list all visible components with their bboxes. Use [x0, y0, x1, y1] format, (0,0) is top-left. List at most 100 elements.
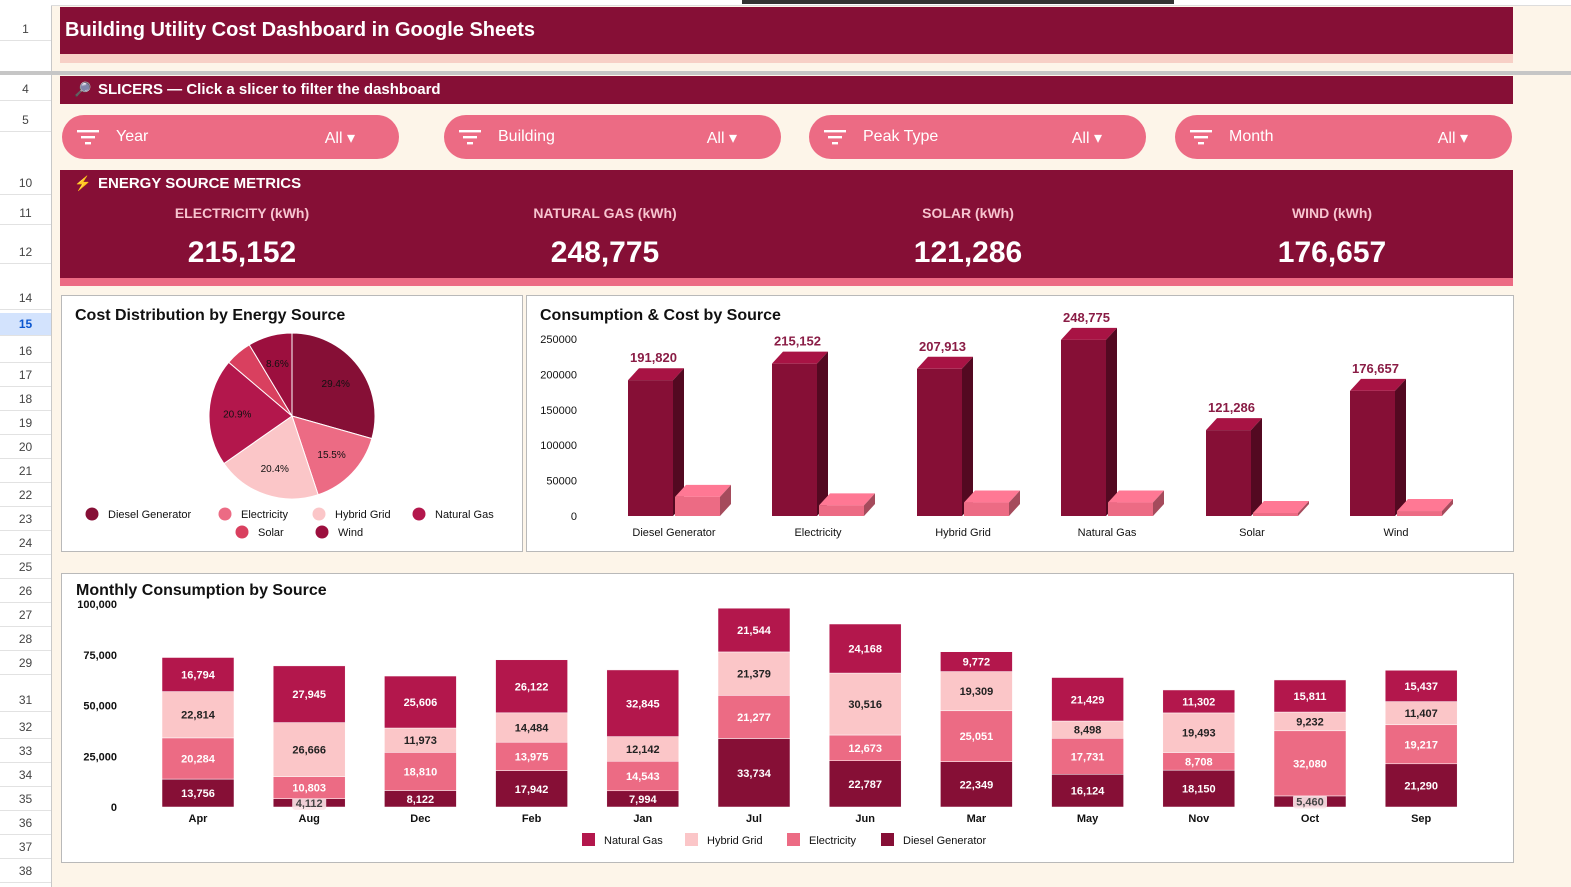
row-number[interactable]: 21 [18, 464, 33, 478]
bar[interactable] [1350, 390, 1395, 516]
row-number[interactable]: 11 [19, 206, 32, 220]
stacked-bar-segment[interactable] [1384, 670, 1458, 702]
row-number[interactable]: 12 [18, 245, 33, 259]
bar[interactable] [1397, 511, 1442, 516]
stacked-bar-segment[interactable] [161, 778, 235, 808]
segment-data-label: 12,673 [848, 743, 882, 755]
stacked-bar-segment[interactable] [606, 736, 680, 762]
stacked-bar-segment[interactable] [1273, 679, 1347, 713]
bar-data-label: 248,775 [1063, 310, 1110, 325]
bar[interactable] [964, 502, 1009, 516]
row-number[interactable]: 4 [22, 82, 29, 96]
bar[interactable] [1061, 339, 1106, 516]
row-number[interactable]: 23 [18, 512, 33, 526]
pie-slice[interactable] [248, 332, 293, 418]
row-number[interactable]: 14 [18, 291, 33, 305]
stacked-bar-segment[interactable] [1162, 712, 1236, 753]
stacked-bar-segment[interactable] [384, 675, 457, 729]
stacked-bar-segment[interactable] [272, 722, 346, 777]
bar[interactable] [917, 368, 962, 516]
row-number[interactable]: 16 [18, 344, 33, 358]
row-number[interactable]: 20 [18, 440, 33, 454]
stacked-bar-segment[interactable] [828, 623, 902, 674]
pie-slice[interactable] [223, 415, 319, 500]
stacked-bar-segment[interactable] [495, 741, 568, 771]
stacked-bar-segment[interactable] [495, 712, 568, 743]
pie-slice-label: 20.9% [223, 409, 251, 420]
stacked-bar-segment[interactable] [161, 657, 235, 692]
stacked-bar-segment[interactable] [495, 770, 568, 808]
stacked-bar-segment[interactable] [1384, 724, 1458, 765]
row-number[interactable]: 19 [18, 416, 33, 430]
stacked-bar-segment[interactable] [1051, 677, 1124, 722]
slicer-peak-type[interactable]: Peak Type All ▾ [809, 115, 1146, 159]
row-number[interactable]: 1 [22, 22, 29, 36]
row-number[interactable]: 15 [0, 313, 51, 335]
row-number[interactable]: 22 [18, 488, 33, 502]
row-number[interactable]: 38 [18, 864, 33, 878]
bar[interactable] [1108, 502, 1153, 516]
slicer-value[interactable]: All ▾ [324, 130, 355, 147]
bar[interactable] [819, 505, 864, 516]
bar[interactable] [675, 496, 720, 516]
stacked-bar-segment[interactable] [1273, 730, 1347, 797]
stacked-bar-segment[interactable] [495, 659, 568, 714]
row-number[interactable]: 33 [18, 744, 33, 758]
row-number[interactable]: 37 [18, 840, 33, 854]
stacked-bar-segment[interactable] [384, 727, 457, 753]
frozen-row-divider[interactable] [0, 71, 1571, 75]
stacked-bar-segment[interactable] [606, 760, 680, 792]
slicer-value[interactable]: All ▾ [706, 130, 737, 147]
pie-slice[interactable] [291, 332, 376, 440]
stacked-bar-segment[interactable] [717, 738, 791, 808]
bar[interactable] [1253, 513, 1298, 516]
row-number[interactable]: 32 [18, 720, 33, 734]
stacked-bar-segment[interactable] [272, 665, 346, 723]
stacked-bar-segment[interactable] [940, 671, 1013, 712]
pie-chart-panel[interactable]: Cost Distribution by Energy Source 29.4%… [61, 295, 523, 552]
stacked-bar-segment[interactable] [384, 752, 457, 791]
monthly-consumption-panel[interactable]: Monthly Consumption by Source 100,000 75,… [61, 573, 1514, 863]
slicer-building[interactable]: Building All ▾ [444, 115, 781, 159]
row-number[interactable]: 34 [18, 768, 33, 782]
slicer-value[interactable]: All ▾ [1437, 130, 1468, 147]
stacked-bar-segment[interactable] [161, 737, 235, 780]
bar[interactable] [772, 363, 817, 516]
row-number[interactable]: 5 [22, 113, 29, 127]
row-number[interactable]: 31 [18, 693, 33, 707]
stacked-bar-segment[interactable] [940, 761, 1013, 808]
row-number[interactable]: 25 [18, 560, 33, 574]
row-number[interactable]: 17 [18, 368, 33, 382]
stacked-bar-segment[interactable] [1051, 774, 1124, 808]
bar[interactable] [628, 380, 673, 516]
slicer-value[interactable]: All ▾ [1071, 130, 1102, 147]
stacked-bar-segment[interactable] [1162, 689, 1236, 714]
row-number[interactable]: 24 [18, 536, 33, 550]
stacked-bar-segment[interactable] [828, 760, 902, 808]
stacked-bar-segment[interactable] [1051, 738, 1124, 775]
stacked-bar-segment[interactable] [717, 607, 791, 653]
row-number[interactable]: 26 [18, 584, 33, 598]
row-number[interactable]: 29 [18, 656, 33, 670]
stacked-bar-segment[interactable] [940, 651, 1013, 672]
row-number[interactable]: 10 [18, 176, 33, 190]
stacked-bar-segment[interactable] [1384, 763, 1458, 808]
stacked-bar-segment[interactable] [940, 710, 1013, 762]
stacked-bar-segment[interactable] [161, 691, 235, 739]
stacked-bar-segment[interactable] [828, 672, 902, 736]
stacked-bar-segment[interactable] [717, 651, 791, 696]
row-number[interactable]: 18 [18, 392, 33, 406]
pie-slice[interactable] [208, 361, 293, 465]
bar[interactable] [1206, 430, 1251, 516]
row-number[interactable]: 28 [18, 632, 33, 646]
stacked-bar-segment[interactable] [717, 695, 791, 739]
row-number[interactable]: 35 [18, 792, 33, 806]
slicer-month[interactable]: Month All ▾ [1175, 115, 1512, 159]
row-number[interactable]: 27 [18, 608, 33, 622]
consumption-cost-chart-panel[interactable]: Consumption & Cost by Source 250000 20000… [526, 295, 1514, 552]
stacked-bar-segment[interactable] [828, 734, 902, 761]
slicer-year[interactable]: Year All ▾ [62, 115, 399, 159]
segment-data-label: 15,437 [1404, 681, 1438, 693]
row-number[interactable]: 36 [18, 816, 33, 830]
stacked-bar-segment[interactable] [606, 669, 680, 737]
